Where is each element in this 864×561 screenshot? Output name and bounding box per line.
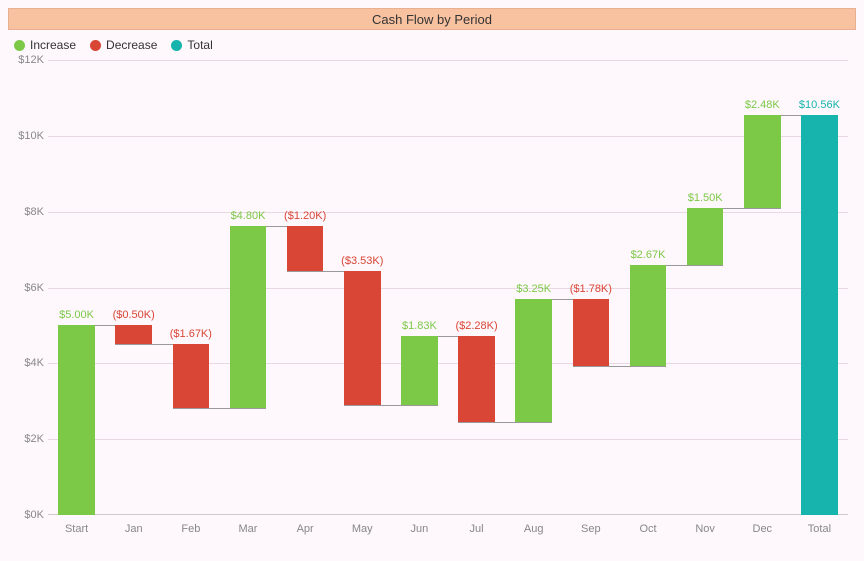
bar-feb (173, 344, 210, 407)
y-axis-label: $0K (8, 509, 44, 521)
x-axis-label: Jul (470, 523, 484, 535)
bar-value-label: ($0.50K) (113, 309, 155, 321)
x-axis-label: Sep (581, 523, 601, 535)
x-axis-label: Mar (239, 523, 258, 535)
x-axis-label: Aug (524, 523, 544, 535)
x-axis-label: Feb (181, 523, 200, 535)
bar-value-label: $1.50K (688, 192, 723, 204)
legend-item-increase: Increase (14, 38, 76, 52)
x-axis-label: Start (65, 523, 88, 535)
legend-item-total: Total (171, 38, 212, 52)
chart-title: Cash Flow by Period (372, 12, 492, 27)
x-axis-label: Apr (297, 523, 314, 535)
y-axis-label: $6K (8, 282, 44, 294)
x-axis-label: Total (808, 523, 831, 535)
plot-area: $0K$2K$4K$6K$8K$10K$12KStartJanFebMarApr… (48, 60, 848, 515)
bar-value-label: $2.48K (745, 99, 780, 111)
grid-line (48, 288, 848, 289)
bar-dec (744, 115, 781, 209)
bar-aug (515, 299, 552, 422)
increase-swatch-icon (14, 40, 25, 51)
bar-apr (287, 226, 324, 272)
y-axis-label: $12K (8, 54, 44, 66)
legend-label: Decrease (106, 38, 157, 52)
decrease-swatch-icon (90, 40, 101, 51)
y-axis-label: $4K (8, 357, 44, 369)
x-axis-label: Jun (411, 523, 429, 535)
chart-title-bar: Cash Flow by Period (8, 8, 856, 30)
bar-value-label: ($1.20K) (284, 210, 326, 222)
legend: Increase Decrease Total (14, 38, 213, 52)
bar-mar (230, 226, 267, 408)
connector (173, 408, 267, 409)
x-axis-label: Dec (753, 523, 773, 535)
legend-item-decrease: Decrease (90, 38, 157, 52)
total-swatch-icon (171, 40, 182, 51)
connector (458, 422, 552, 423)
y-axis-label: $10K (8, 130, 44, 142)
x-axis-label: May (352, 523, 373, 535)
grid-line (48, 60, 848, 61)
bar-jan (115, 325, 152, 344)
bar-oct (630, 265, 667, 366)
bar-value-label: $2.67K (631, 249, 666, 261)
legend-label: Increase (30, 38, 76, 52)
baseline (48, 514, 848, 515)
x-axis-label: Nov (695, 523, 715, 535)
bar-may (344, 271, 381, 405)
bar-total (801, 115, 838, 515)
connector (344, 405, 438, 406)
bar-value-label: ($1.67K) (170, 328, 212, 340)
bar-jun (401, 336, 438, 405)
bar-value-label: $5.00K (59, 309, 94, 321)
grid-line (48, 439, 848, 440)
bar-start (58, 325, 95, 515)
bar-value-label: $4.80K (231, 210, 266, 222)
bar-value-label: $3.25K (516, 283, 551, 295)
y-axis-label: $8K (8, 206, 44, 218)
grid-line (48, 136, 848, 137)
x-axis-label: Oct (639, 523, 656, 535)
legend-label: Total (187, 38, 212, 52)
bar-jul (458, 336, 495, 422)
bar-value-label: ($3.53K) (341, 255, 383, 267)
grid-line (48, 363, 848, 364)
y-axis-label: $2K (8, 433, 44, 445)
grid-line (48, 212, 848, 213)
bar-value-label: ($1.78K) (570, 283, 612, 295)
bar-value-label: $10.56K (799, 99, 840, 111)
x-axis-label: Jan (125, 523, 143, 535)
bar-value-label: $1.83K (402, 320, 437, 332)
bar-value-label: ($2.28K) (455, 320, 497, 332)
bar-sep (573, 299, 610, 366)
bar-nov (687, 208, 724, 265)
connector (573, 366, 667, 367)
